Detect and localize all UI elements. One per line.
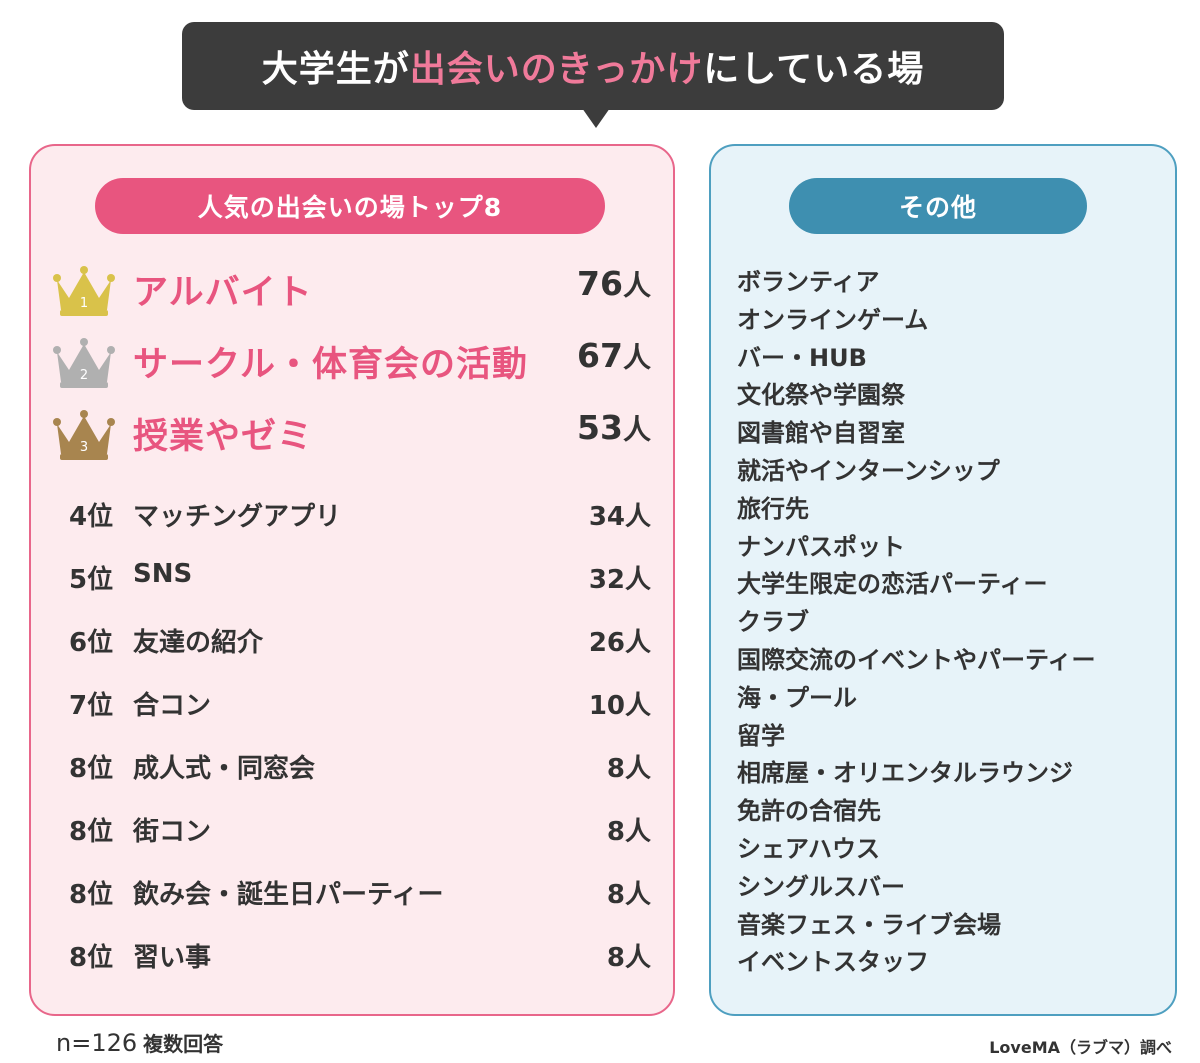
top-item-name: アルバイト: [133, 273, 313, 313]
rank-name: SNS: [133, 559, 193, 589]
rank-count: 34人: [588, 502, 651, 532]
rank-count: 32人: [588, 565, 651, 595]
rank-name: 飲み会・誕生日パーティー: [133, 880, 444, 910]
count-value: 76: [577, 264, 623, 303]
list-item: シェアハウス: [737, 834, 881, 863]
top-rank-row-1: 1 アルバイト 76人: [51, 260, 651, 320]
page-title: 大学生が出会いのきっかけにしている場: [262, 40, 924, 92]
list-item: 図書館や自習室: [737, 419, 905, 448]
top8-heading: 人気の出会いの場トップ8: [95, 178, 605, 234]
top-item-name: サークル・体育会の活動: [133, 345, 528, 385]
sample-size-value: n=126: [56, 1029, 138, 1057]
title-part-1: 大学生が: [261, 49, 410, 90]
rank-name: 街コン: [133, 817, 212, 847]
others-heading: その他: [789, 178, 1087, 234]
rank-number: 2: [80, 368, 88, 383]
sample-size: n=126 複数回答: [56, 1028, 223, 1057]
rank-count: 26人: [588, 628, 651, 658]
gold-crown-icon: 1: [53, 266, 115, 316]
rank-name: マッチングアプリ: [133, 502, 342, 532]
rank-label: 8位: [69, 817, 114, 847]
list-item: 就活やインターンシップ: [737, 456, 1000, 485]
list-item: クラブ: [737, 608, 809, 637]
others-list: ボランティア オンラインゲーム バー・HUB 文化祭や学園祭 図書館や自習室 就…: [737, 264, 1096, 982]
title-part-2: にしている場: [703, 49, 925, 90]
list-item: 留学: [737, 721, 785, 750]
list-item: オンラインゲーム: [737, 305, 929, 334]
rank-row: 6位 友達の紹介 26人: [69, 622, 651, 662]
count-unit: 人: [622, 413, 651, 446]
list-item: イベントスタッフ: [737, 948, 929, 977]
list-item: シングルスバー: [737, 872, 905, 901]
list-item: バー・HUB: [737, 343, 867, 372]
list-item: ボランティア: [737, 268, 880, 296]
list-item: 相席屋・オリエンタルラウンジ: [737, 759, 1073, 788]
rank-name: 成人式・同窓会: [133, 754, 316, 784]
silver-crown-icon: 2: [53, 338, 115, 388]
top-rank-row-3: 3 授業やゼミ 53人: [51, 404, 651, 464]
top-item-count: 67人: [577, 336, 651, 376]
top-rank-row-2: 2 サークル・体育会の活動 67人: [51, 332, 651, 392]
count-value: 67: [577, 336, 623, 375]
rank-number: 3: [80, 440, 88, 455]
count-unit: 人: [622, 341, 651, 374]
rank-label: 4位: [69, 502, 114, 532]
count-value: 53: [577, 408, 623, 447]
bronze-crown-icon: 3: [53, 410, 115, 460]
count-unit: 人: [622, 269, 651, 302]
rank-row: 8位 飲み会・誕生日パーティー 8人: [69, 874, 651, 914]
rank-number: 1: [80, 296, 88, 311]
top-item-count: 53人: [577, 408, 651, 448]
rank-label: 6位: [69, 628, 114, 658]
rank-row: 8位 成人式・同窓会 8人: [69, 748, 651, 788]
rank-label: 8位: [69, 754, 114, 784]
top8-panel: 人気の出会いの場トップ8 1 アルバイト 76人 2 サークル・体育会の活動 6…: [29, 144, 675, 1016]
title-highlight: 出会いのきっかけ: [409, 49, 704, 90]
list-item: 国際交流のイベントやパーティー: [737, 645, 1096, 674]
others-panel: その他 ボランティア オンラインゲーム バー・HUB 文化祭や学園祭 図書館や自…: [709, 144, 1177, 1016]
rank-count: 8人: [606, 880, 651, 910]
multiple-answer-note: 複数回答: [143, 1032, 224, 1056]
rank-row: 7位 合コン 10人: [69, 685, 651, 725]
top-item-count: 76人: [577, 264, 651, 304]
list-item: 海・プール: [737, 683, 857, 712]
rank-row: 4位 マッチングアプリ 34人: [69, 496, 651, 536]
list-item: 免許の合宿先: [737, 797, 881, 826]
source-credit: LoveMA（ラブマ）調べ: [989, 1038, 1172, 1057]
top-item-name: 授業やゼミ: [133, 417, 314, 457]
rank-count: 8人: [606, 817, 651, 847]
rank-label: 8位: [69, 880, 114, 910]
rank-name: 習い事: [133, 943, 212, 973]
rank-row: 5位 SNS 32人: [69, 559, 651, 599]
rank-name: 友達の紹介: [133, 628, 264, 658]
rank-row: 8位 街コン 8人: [69, 811, 651, 851]
rank-row: 8位 習い事 8人: [69, 937, 651, 977]
rank-count: 8人: [606, 754, 651, 784]
list-item: ナンパスポット: [737, 532, 905, 561]
rank-label: 5位: [69, 565, 114, 595]
rank-count: 8人: [606, 943, 651, 973]
rank-name: 合コン: [133, 691, 212, 721]
list-item: 音楽フェス・ライブ会場: [737, 910, 1001, 939]
rank-label: 7位: [69, 691, 114, 721]
rank-label: 8位: [69, 943, 114, 973]
list-item: 旅行先: [737, 494, 809, 523]
rank-count: 10人: [588, 691, 651, 721]
list-item: 文化祭や学園祭: [737, 381, 905, 410]
list-item: 大学生限定の恋活パーティー: [737, 570, 1048, 599]
title-bubble: 大学生が出会いのきっかけにしている場: [182, 22, 1004, 128]
